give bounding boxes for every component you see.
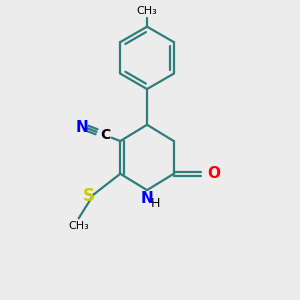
Text: CH₃: CH₃ [68, 221, 89, 231]
Text: S: S [83, 187, 95, 205]
Text: H: H [151, 197, 160, 210]
Text: CH₃: CH₃ [137, 6, 158, 16]
Text: N: N [141, 191, 153, 206]
Text: N: N [75, 120, 88, 135]
Text: C: C [100, 128, 110, 142]
Text: O: O [207, 166, 220, 181]
